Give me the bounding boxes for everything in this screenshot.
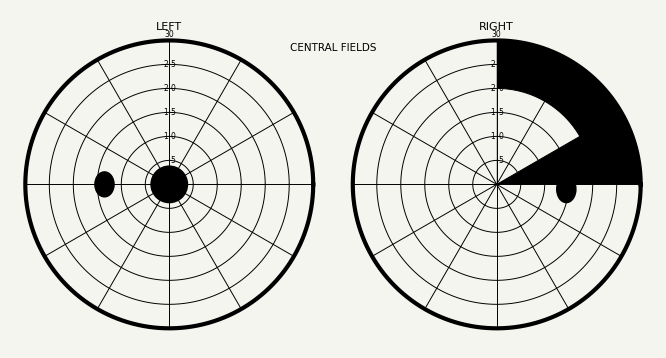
Text: 0: 0 [498, 84, 503, 93]
Text: 5: 5 [498, 156, 503, 165]
Text: 1: 1 [163, 108, 168, 117]
Text: RIGHT: RIGHT [480, 22, 514, 32]
Text: 1: 1 [491, 108, 496, 117]
Text: 0: 0 [170, 132, 176, 141]
Text: 5: 5 [170, 61, 176, 69]
Wedge shape [497, 40, 641, 184]
Text: 5: 5 [170, 156, 176, 165]
Text: 5: 5 [498, 108, 503, 117]
Wedge shape [497, 88, 580, 184]
Text: 30: 30 [165, 29, 174, 39]
Text: 30: 30 [492, 29, 501, 39]
Text: 2: 2 [491, 84, 496, 93]
Text: 2: 2 [163, 61, 168, 69]
Text: CENTRAL FIELDS: CENTRAL FIELDS [290, 43, 376, 53]
Ellipse shape [557, 176, 576, 203]
Text: 5: 5 [170, 108, 176, 117]
Text: 0: 0 [498, 132, 503, 141]
Text: 1: 1 [491, 132, 496, 141]
Text: 1: 1 [163, 132, 168, 141]
Text: 2: 2 [491, 61, 496, 69]
Ellipse shape [151, 166, 188, 203]
Text: 2: 2 [163, 84, 168, 93]
Text: 5: 5 [498, 61, 503, 69]
Text: LEFT: LEFT [157, 22, 182, 32]
Text: 0: 0 [170, 84, 176, 93]
Ellipse shape [95, 172, 114, 197]
